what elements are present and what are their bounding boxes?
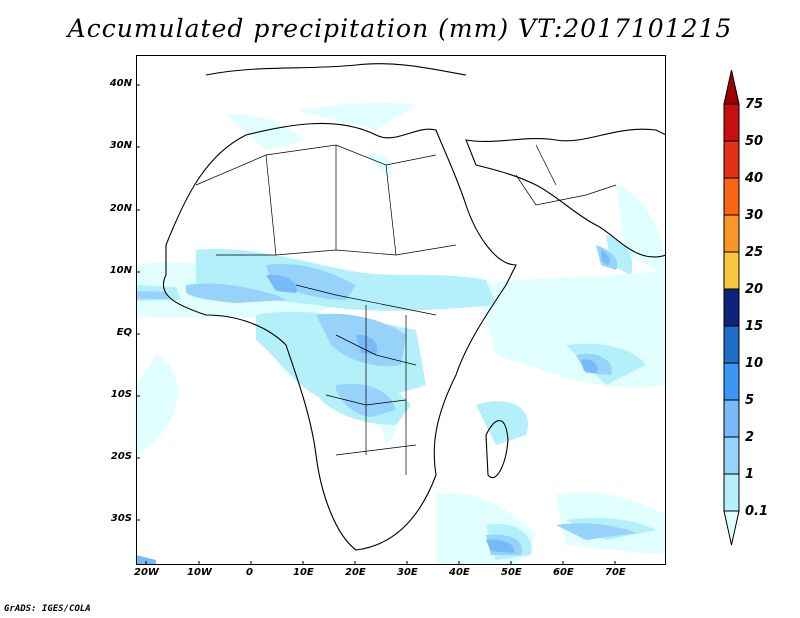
- x-axis-labels: 20W 10W 0 10E 20E 30E 40E 50E 60E 70E: [134, 567, 666, 581]
- colorbar-box: [723, 140, 740, 179]
- colorbar-bottom-triangle: [723, 510, 740, 546]
- colorbar-level-label: 25: [745, 245, 763, 260]
- colorbar-box: [723, 251, 740, 290]
- colorbar-top-triangle: [723, 70, 740, 105]
- x-tick-label: 10W: [187, 567, 212, 578]
- map-border: [136, 55, 666, 565]
- y-tick-label: 40N: [109, 78, 132, 89]
- x-tick-label: 50E: [501, 567, 522, 578]
- colorbar-level-label: 2: [745, 430, 754, 445]
- y-tick-label: 30S: [110, 513, 132, 524]
- y-tick-label: 10S: [110, 389, 132, 400]
- colorbar-level-label: 5: [745, 393, 754, 408]
- colorbar-box: [723, 399, 740, 438]
- precipitation-map: [136, 55, 666, 565]
- colorbar-level-label: 1: [745, 467, 754, 482]
- y-tick-label: 10N: [109, 265, 132, 276]
- colorbar-box: [723, 362, 740, 401]
- x-tick-label: 20E: [345, 567, 366, 578]
- x-tick-label: 10E: [293, 567, 314, 578]
- colorbar-box: [723, 473, 740, 512]
- x-tick-label: 0: [246, 567, 253, 578]
- y-axis-labels: 40N 30N 20N 10N EQ 10S 20S 30S: [96, 55, 132, 565]
- country-borders: [195, 144, 617, 475]
- y-tick-label: 20S: [110, 451, 132, 462]
- x-tick-label: 40E: [449, 567, 470, 578]
- colorbar-box: [723, 214, 740, 253]
- x-tick-label: 70E: [605, 567, 626, 578]
- x-tick-label: 60E: [553, 567, 574, 578]
- colorbar-box: [723, 436, 740, 475]
- colorbar-box: [723, 177, 740, 216]
- colorbar-level-label: 10: [745, 356, 763, 371]
- precipitation-field: [136, 102, 666, 565]
- y-tick-label: 30N: [109, 140, 132, 151]
- colorbar-level-label: 50: [745, 134, 763, 149]
- colorbar-level-label: 0.1: [745, 504, 768, 519]
- colorbar-boxes: [723, 70, 740, 546]
- y-tick-label: 20N: [109, 203, 132, 214]
- x-tick-label: 20W: [134, 567, 159, 578]
- colorbar-level-label: 75: [745, 97, 763, 112]
- colorbar-box: [723, 325, 740, 364]
- footer-credit: GrADS: IGES/COLA: [4, 604, 91, 614]
- colorbar-level-label: 40: [744, 171, 763, 186]
- colorbar-level-label: 30: [745, 208, 763, 223]
- colorbar-box: [723, 288, 740, 327]
- y-tick-label: EQ: [116, 327, 132, 338]
- colorbar-level-label: 20: [745, 282, 763, 297]
- chart-title: Accumulated precipitation (mm) VT:201710…: [67, 14, 733, 43]
- colorbar-level-label: 15: [745, 319, 763, 334]
- coastlines: [163, 63, 666, 551]
- colorbar-box: [723, 103, 740, 142]
- x-tick-label: 30E: [397, 567, 418, 578]
